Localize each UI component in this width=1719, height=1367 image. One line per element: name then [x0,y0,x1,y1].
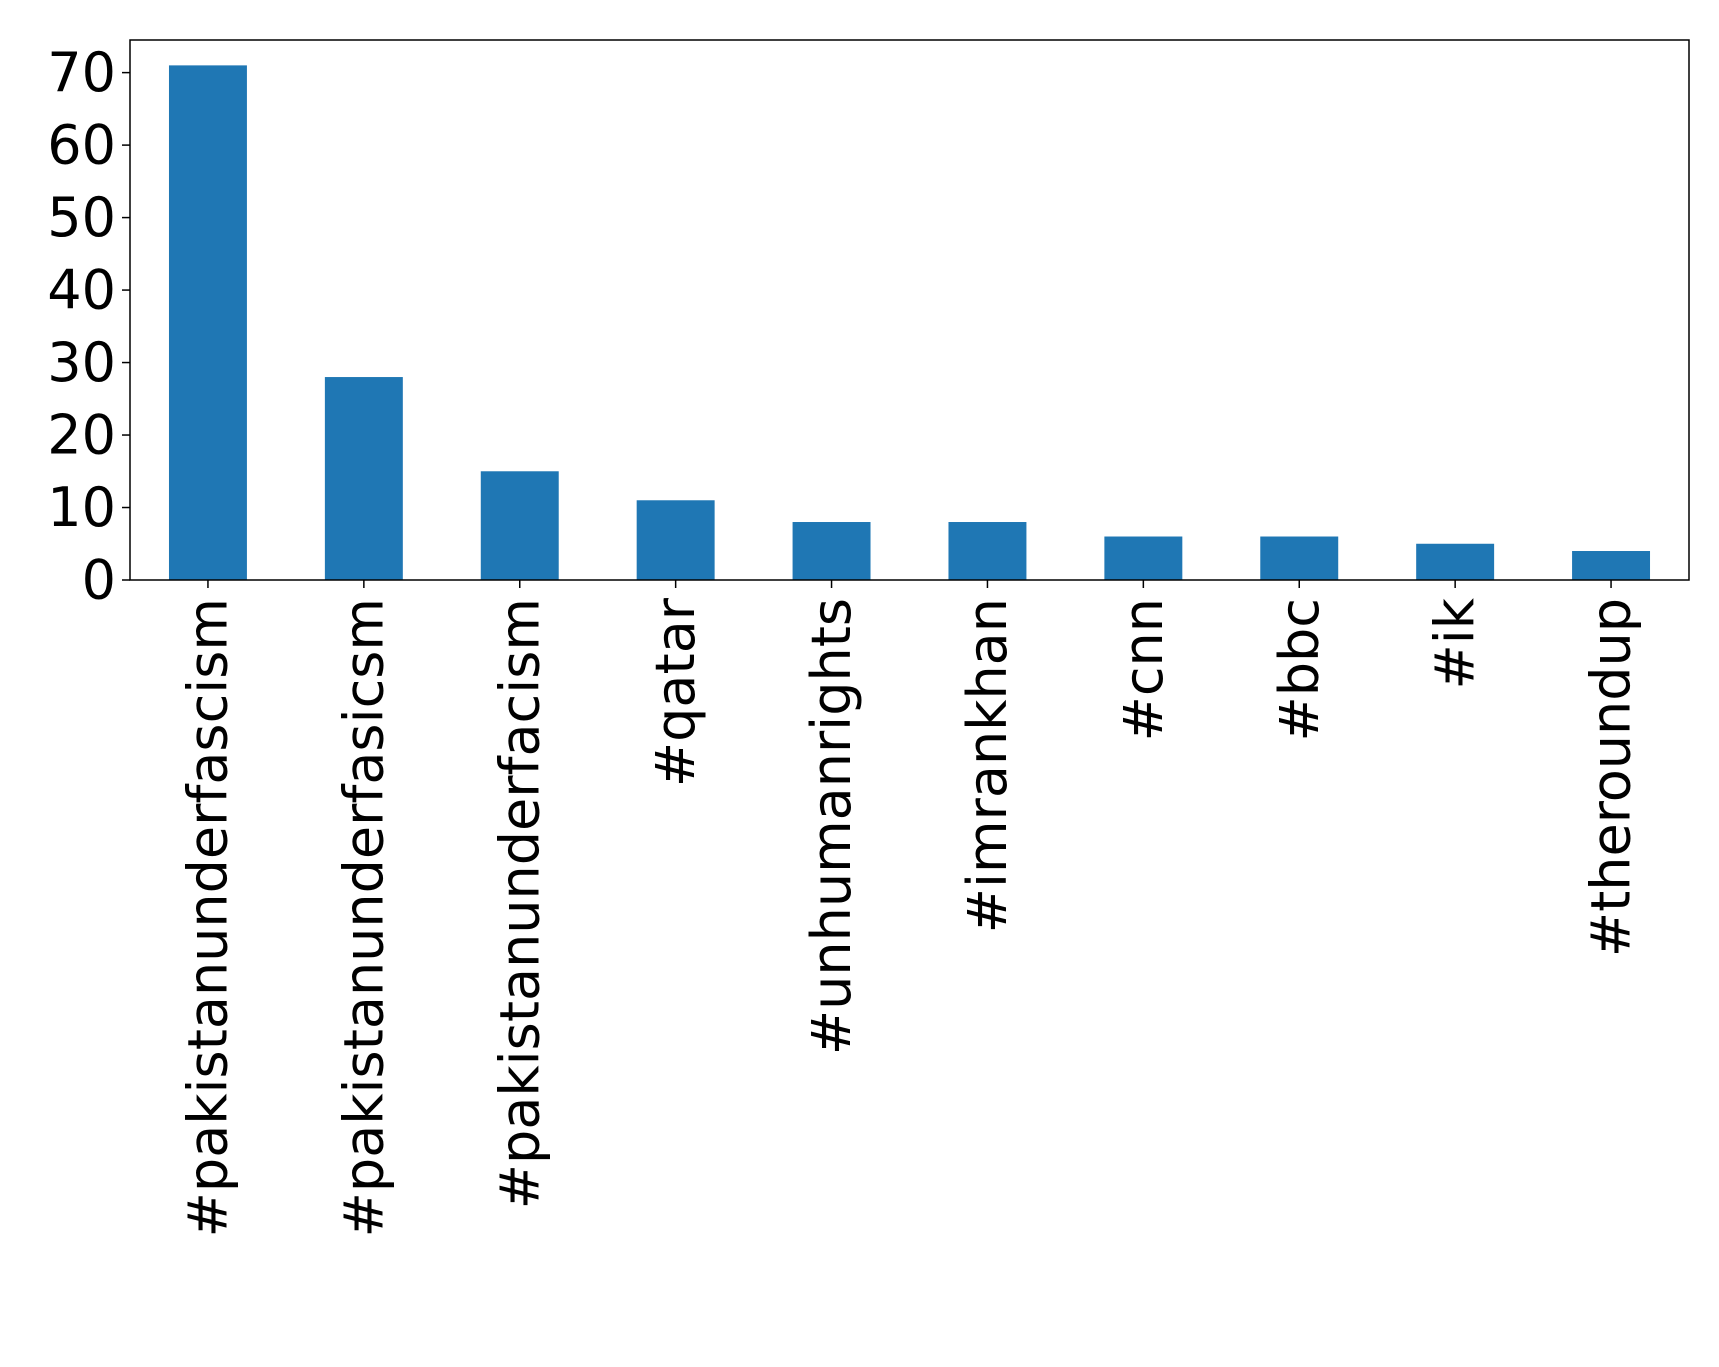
y-tick-label: 30 [47,331,116,394]
bar [792,522,871,580]
plot-frame [129,39,1690,581]
x-tick-label: #pakistanunderfasicsm [332,598,395,1237]
x-tick-label: #theroundup [1580,598,1643,957]
x-tick-label: #unhumanrights [800,598,863,1055]
y-tick-label: 60 [47,114,116,177]
x-tick-label: #bbc [1268,598,1331,742]
y-tick-label: 50 [47,186,116,249]
y-tick-label: 20 [47,404,116,467]
bar [948,522,1027,580]
bar [168,65,247,580]
y-axis: 0 10 20 30 40 50 60 70 [47,41,130,612]
bar [1416,543,1495,580]
y-tick-label: 10 [47,476,116,539]
bar [1260,536,1339,580]
y-tick-label: 70 [47,41,116,104]
bar [480,471,559,580]
bar [636,500,715,580]
x-tick-label: #imrankhan [956,598,1019,933]
bars-group [168,65,1651,580]
x-tick-label: #pakistanunderfascism [176,598,239,1237]
y-tick-label: 0 [82,549,116,612]
x-axis: #pakistanunderfascism #pakistanunderfasic… [176,580,1643,1237]
x-tick-label: #cnn [1112,598,1175,741]
x-tick-label: #pakistanunderfacism [488,598,551,1209]
y-tick-label: 40 [47,259,116,322]
bar [1104,536,1183,580]
x-tick-label: #qatar [644,597,707,787]
bar [324,377,403,580]
x-tick-label: #ik [1424,597,1487,689]
bar [1572,551,1651,580]
